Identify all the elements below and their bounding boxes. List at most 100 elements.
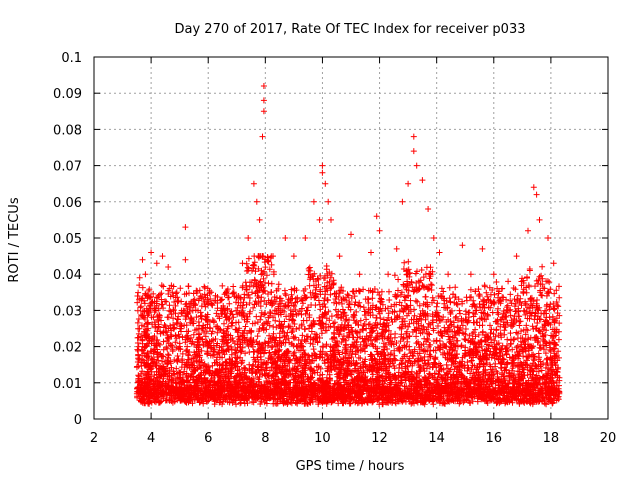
data-point	[430, 347, 437, 354]
data-point	[195, 307, 201, 314]
data-point	[135, 325, 142, 332]
data-point	[291, 321, 298, 327]
data-point	[179, 350, 186, 357]
data-point	[371, 322, 378, 329]
data-point	[260, 325, 267, 332]
data-point	[207, 296, 214, 302]
data-point	[229, 335, 236, 342]
data-point	[255, 341, 262, 348]
data-point	[382, 305, 389, 312]
data-point	[242, 323, 249, 330]
data-point	[453, 313, 460, 320]
data-point	[518, 282, 525, 289]
data-point	[288, 286, 295, 293]
data-point	[417, 311, 424, 317]
data-point	[376, 292, 383, 298]
data-point	[516, 400, 523, 407]
data-point	[422, 293, 429, 300]
data-point	[139, 313, 146, 320]
data-point	[555, 336, 562, 343]
data-point	[457, 310, 463, 317]
data-point	[325, 308, 332, 315]
data-point	[511, 303, 518, 310]
data-point	[277, 295, 284, 302]
data-point	[193, 314, 200, 321]
data-point	[288, 291, 295, 298]
data-point	[241, 400, 248, 407]
data-point	[135, 343, 142, 350]
data-point	[511, 296, 518, 303]
data-point	[192, 327, 198, 334]
data-point	[242, 350, 249, 357]
data-point	[276, 346, 283, 353]
data-point	[356, 299, 363, 306]
data-point	[270, 314, 277, 321]
data-point	[254, 333, 261, 340]
data-point	[401, 297, 408, 304]
data-point	[171, 357, 178, 363]
data-point	[414, 350, 421, 357]
data-point	[355, 302, 362, 309]
data-point	[229, 319, 236, 326]
data-point	[504, 319, 511, 326]
data-point	[487, 330, 494, 336]
data-point	[545, 320, 552, 327]
data-point	[523, 322, 530, 329]
data-point	[531, 357, 538, 364]
data-point	[252, 298, 259, 305]
data-point	[468, 357, 475, 364]
data-point	[357, 317, 364, 324]
data-point	[226, 300, 233, 307]
data-point	[283, 313, 290, 320]
data-point	[431, 370, 438, 377]
data-point	[532, 283, 538, 290]
data-point	[365, 287, 372, 294]
data-point	[366, 321, 373, 327]
data-point	[411, 312, 418, 319]
data-point	[360, 286, 367, 293]
data-point	[537, 281, 544, 287]
data-point	[386, 297, 393, 303]
data-point	[263, 301, 270, 308]
data-point	[179, 334, 186, 341]
data-point	[436, 368, 443, 375]
data-point	[414, 268, 420, 275]
data-point	[283, 292, 289, 299]
data-point	[501, 327, 508, 334]
data-point	[187, 304, 194, 311]
data-point	[454, 301, 461, 308]
data-point	[263, 400, 270, 407]
data-point	[457, 382, 464, 388]
data-point	[170, 292, 177, 299]
data-point	[263, 319, 270, 325]
data-point	[420, 300, 427, 307]
data-point	[464, 367, 471, 374]
data-point	[137, 304, 144, 311]
data-point	[318, 330, 325, 337]
data-point	[306, 325, 312, 332]
data-point	[225, 342, 232, 349]
data-point	[430, 338, 437, 344]
data-point	[398, 289, 405, 296]
data-point	[445, 333, 452, 340]
data-point	[173, 365, 180, 372]
data-point	[535, 307, 542, 314]
data-point	[236, 377, 243, 384]
data-point	[244, 318, 250, 325]
data-point	[134, 299, 141, 306]
data-point	[553, 287, 560, 294]
data-point	[176, 340, 183, 347]
data-point	[535, 368, 542, 375]
data-point	[486, 284, 493, 291]
data-point	[406, 320, 413, 327]
data-point	[258, 294, 265, 301]
data-point	[395, 276, 402, 283]
data-point	[323, 263, 330, 269]
data-point	[136, 282, 143, 289]
data-point	[371, 286, 378, 292]
data-point	[172, 310, 179, 317]
data-point	[168, 364, 175, 371]
data-point	[317, 272, 324, 279]
data-point	[446, 284, 453, 291]
data-point	[183, 322, 190, 329]
